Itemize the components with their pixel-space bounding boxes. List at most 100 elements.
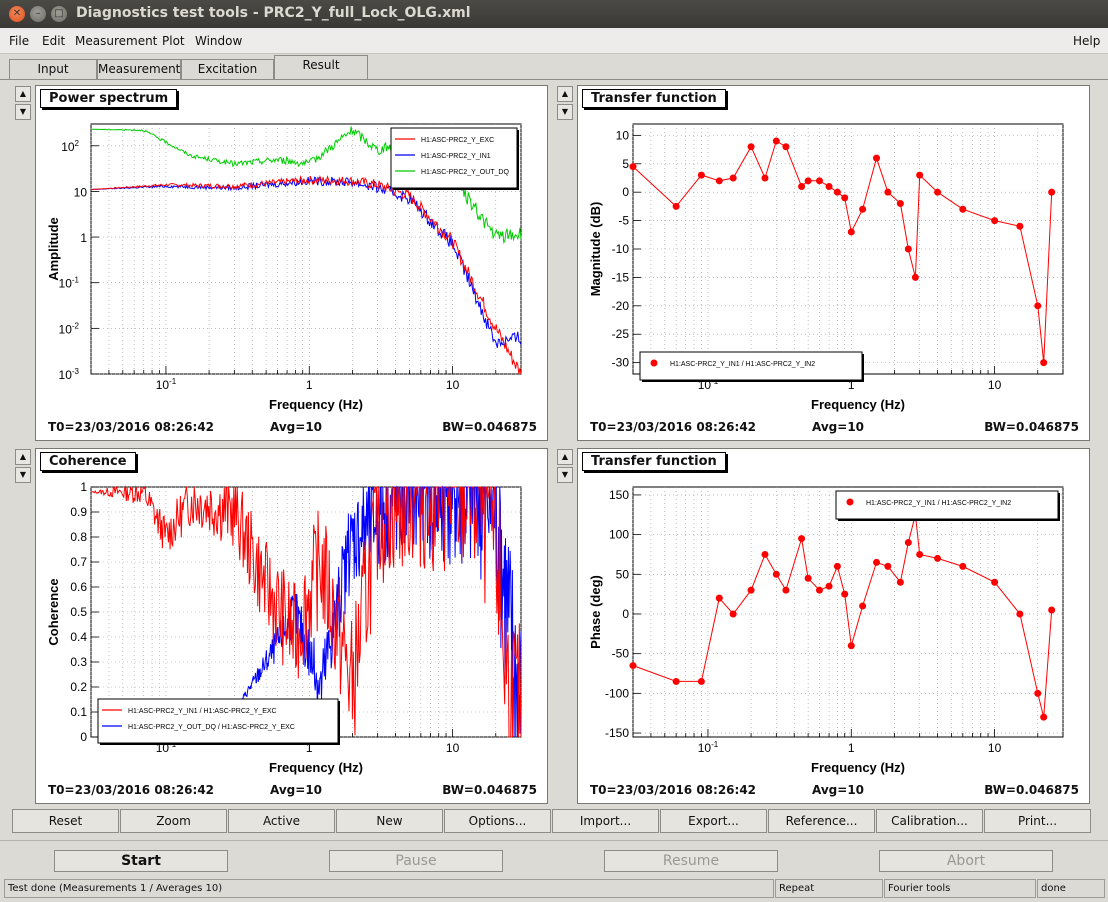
data-point	[629, 163, 637, 171]
data-point	[761, 550, 769, 558]
menu-edit[interactable]: Edit	[42, 34, 66, 48]
import-button[interactable]: Import...	[552, 809, 659, 833]
coherence-panel[interactable]: 10-111000.10.20.30.40.50.60.70.80.91Freq…	[35, 448, 548, 804]
avg-label: Avg=10	[812, 420, 865, 434]
pause-button[interactable]: Pause	[329, 850, 503, 872]
tab-divider	[0, 79, 1108, 80]
menu-plot[interactable]: Plot	[162, 34, 185, 48]
x-tick-label: 1	[848, 378, 855, 392]
data-point	[1016, 610, 1024, 618]
data-point	[873, 558, 881, 566]
pad-up-button[interactable]: ▲	[557, 449, 573, 465]
data-point	[697, 677, 705, 685]
data-point	[916, 550, 924, 558]
power-spectrum-plot[interactable]: 10-1 1 10 10-3 10-2 10-1 1 10 102 Frequency (Hz) A…	[36, 86, 549, 442]
options-button[interactable]: Options...	[444, 809, 551, 833]
x-axis-label: Frequency (Hz)	[811, 397, 905, 412]
y-axis-label: Phase (deg)	[588, 575, 603, 649]
y-tick-label: -100	[605, 686, 629, 700]
data-point	[991, 217, 999, 225]
plot-title: Coherence	[40, 452, 136, 471]
bw-label: BW=0.046875	[442, 420, 537, 434]
resume-button[interactable]: Resume	[604, 850, 778, 872]
avg-label: Avg=10	[270, 783, 323, 797]
y-tick-label: -10	[612, 242, 630, 256]
coherence-plot[interactable]: 10-111000.10.20.30.40.50.60.70.80.91Freq…	[36, 449, 549, 805]
pad-down-button[interactable]: ▼	[15, 104, 31, 120]
data-point	[782, 586, 790, 594]
export-button[interactable]: Export...	[660, 809, 767, 833]
minimize-window-button[interactable]: –	[30, 6, 46, 22]
tab-measurement[interactable]: Measurement	[97, 59, 181, 80]
transfer-phase-plot[interactable]: 10-1 1 10 -150 -100 -50 0 50 100 150 Frequency (Hz…	[578, 449, 1091, 805]
pad-down-button[interactable]: ▼	[557, 104, 573, 120]
t0-label: T0=23/03/2016 08:26:42	[48, 420, 215, 434]
y-tick-label: -5	[618, 214, 629, 228]
pad-up-button[interactable]: ▲	[15, 449, 31, 465]
power-spectrum-panel[interactable]: 10-1 1 10 10-3 10-2 10-1 1 10 102 Frequency (Hz) A…	[35, 85, 548, 441]
active-button[interactable]: Active	[228, 809, 335, 833]
data-point	[904, 539, 912, 547]
y-tick-label: -30	[612, 356, 630, 370]
data-point	[815, 177, 823, 185]
data-point	[884, 188, 892, 196]
y-tick-label: 0	[622, 185, 629, 199]
data-point	[772, 570, 780, 578]
data-point	[1048, 188, 1056, 196]
pad-down-button[interactable]: ▼	[557, 467, 573, 483]
y-tick-label: 10-2	[59, 321, 80, 336]
series-line-2	[91, 176, 522, 349]
bw-label: BW=0.046875	[442, 783, 537, 797]
start-button[interactable]: Start	[54, 850, 228, 872]
zoom-button[interactable]: Zoom	[120, 809, 227, 833]
abort-button[interactable]: Abort	[879, 850, 1053, 872]
pad-up-button[interactable]: ▲	[15, 86, 31, 102]
data-point	[825, 582, 833, 590]
legend-label: H1:ASC-PRC2_Y_IN1 / H1:ASC-PRC2_Y_IN2	[670, 361, 815, 368]
data-point	[916, 171, 924, 179]
maximize-window-button[interactable]: □	[51, 6, 67, 22]
reference-button[interactable]: Reference...	[768, 809, 875, 833]
plot-frame	[632, 486, 1064, 738]
data-point	[697, 171, 705, 179]
transfer-phase-panel[interactable]: 10-1 1 10 -150 -100 -50 0 50 100 150 Frequency (Hz…	[577, 448, 1090, 804]
menu-measurement[interactable]: Measurement	[75, 34, 158, 48]
print-button[interactable]: Print...	[984, 809, 1091, 833]
tab-excitation[interactable]: Excitation	[181, 59, 274, 80]
data-point	[934, 554, 942, 562]
data-point	[884, 562, 892, 570]
pad-up-button[interactable]: ▲	[557, 86, 573, 102]
reset-button[interactable]: Reset	[12, 809, 119, 833]
data-point	[833, 188, 841, 196]
y-tick-label: 0.8	[70, 530, 87, 544]
pad-down-button[interactable]: ▼	[15, 467, 31, 483]
menu-file[interactable]: File	[9, 34, 30, 48]
data-point	[804, 574, 812, 582]
series-line-1	[91, 174, 522, 375]
menu-window[interactable]: Window	[195, 34, 243, 48]
tab-bar: Input Measurement Excitation Result	[0, 55, 1108, 80]
data-point	[772, 137, 780, 145]
x-tick-label: 10-1	[156, 377, 177, 392]
data-point	[815, 586, 823, 594]
status-state: done	[1037, 879, 1105, 898]
status-repeat: Repeat	[775, 879, 883, 898]
close-window-button[interactable]: ✕	[9, 6, 25, 22]
tab-input[interactable]: Input	[9, 59, 97, 80]
menu-help[interactable]: Help	[1073, 34, 1101, 48]
y-tick-label: 100	[609, 528, 629, 542]
x-tick-label: 10	[446, 378, 460, 392]
avg-label: Avg=10	[270, 420, 323, 434]
y-axis-label: Amplitude	[46, 217, 61, 281]
data-point	[715, 177, 723, 185]
data-point	[729, 610, 737, 618]
new-button[interactable]: New	[336, 809, 443, 833]
legend-label: H1:ASC-PRC2_Y_IN1	[421, 153, 491, 160]
data-point	[672, 202, 680, 210]
calibration-button[interactable]: Calibration...	[876, 809, 983, 833]
y-axis-label: Coherence	[46, 578, 61, 645]
legend-box	[97, 698, 339, 744]
tab-result[interactable]: Result	[274, 55, 368, 80]
